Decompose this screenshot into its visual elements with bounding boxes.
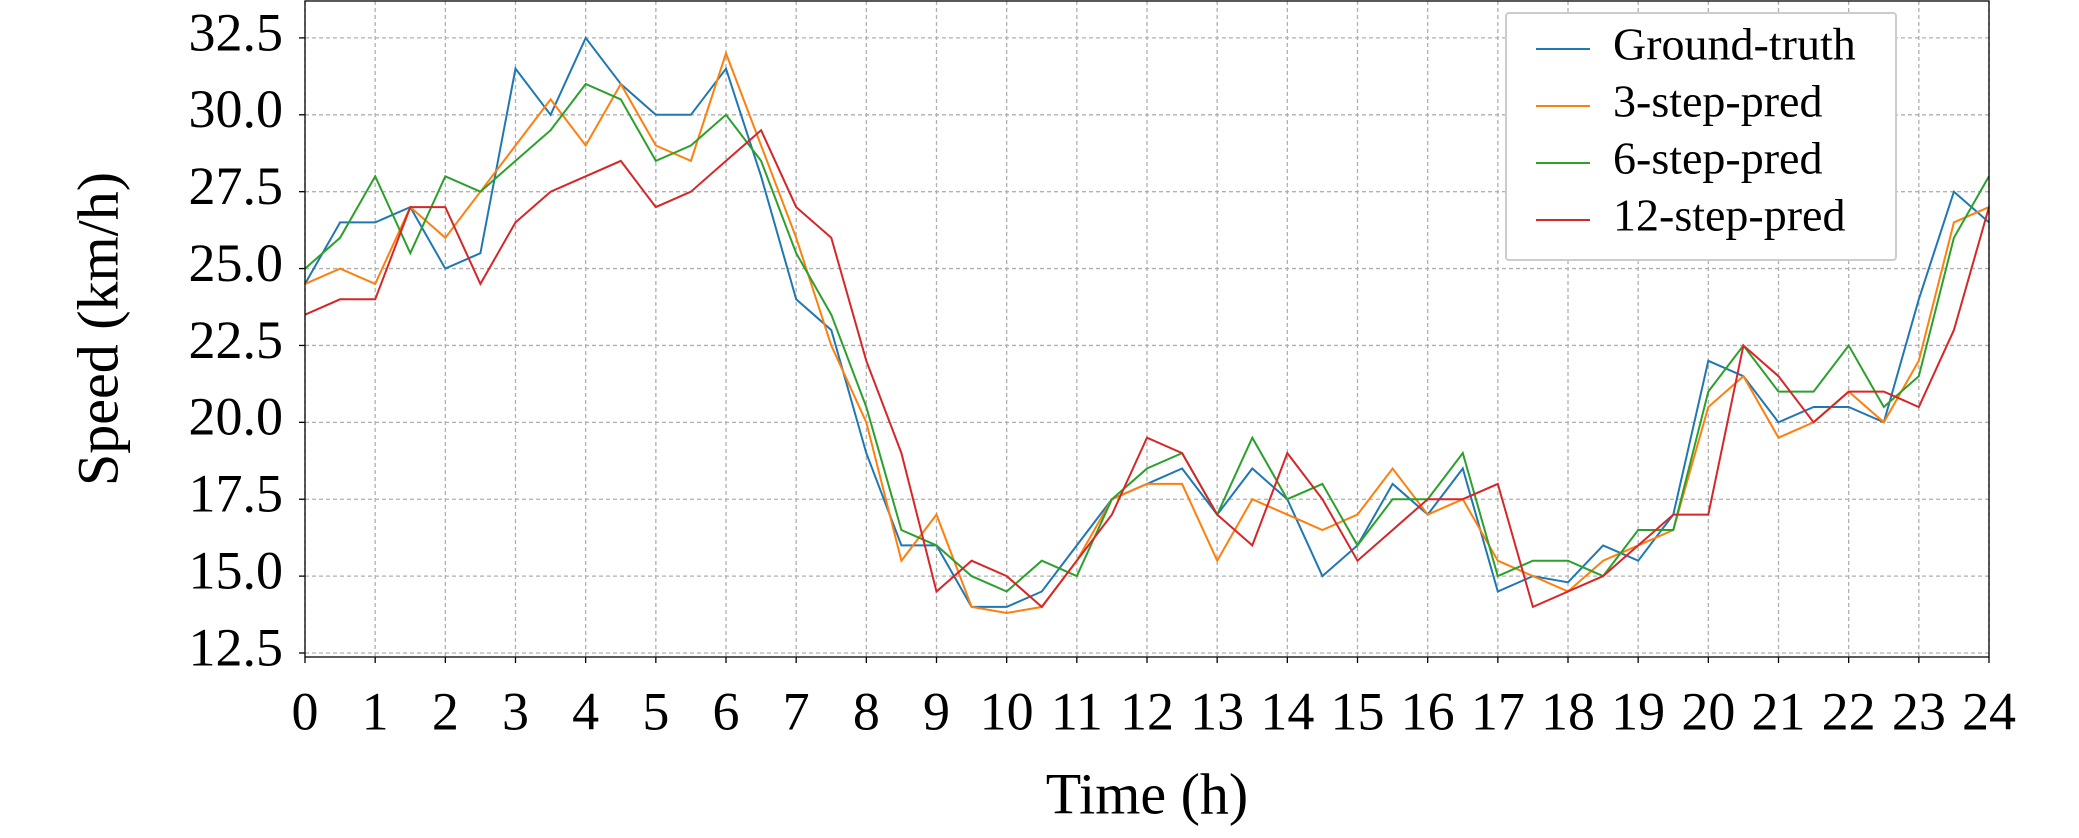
x-tick-label: 21 (1752, 681, 1806, 741)
legend-label: 12-step-pred (1613, 190, 1845, 241)
x-tick-label: 8 (853, 681, 880, 741)
x-tick-label: 10 (980, 681, 1034, 741)
x-tick-label: 15 (1331, 681, 1385, 741)
x-tick-label: 5 (642, 681, 669, 741)
y-tick-label: 22.5 (189, 310, 284, 370)
x-tick-label: 14 (1260, 681, 1314, 741)
series-line (304, 128, 1990, 609)
x-tick-label: 3 (502, 681, 529, 741)
y-tick-label: 15.0 (189, 541, 284, 601)
y-tick-label: 25.0 (189, 233, 284, 293)
x-tick-label: 13 (1190, 681, 1244, 741)
plot-frame (304, 0, 1990, 658)
y-tick-label: 20.0 (189, 387, 284, 447)
series-line (304, 82, 1990, 593)
x-tick-label: 0 (292, 681, 319, 741)
x-tick-label: 12 (1120, 681, 1174, 741)
x-tick-label: 7 (783, 681, 810, 741)
legend-label: 3-step-pred (1613, 76, 1822, 127)
y-axis-label: Speed (km/h) (65, 172, 130, 486)
x-tick-label: 6 (713, 681, 740, 741)
x-tick-label: 1 (362, 681, 389, 741)
x-tick-label: 19 (1611, 681, 1665, 741)
x-tick-label: 24 (1962, 681, 2016, 741)
y-tick-label: 12.5 (189, 617, 284, 677)
x-tick-label: 4 (572, 681, 599, 741)
x-tick-label: 11 (1051, 681, 1103, 741)
y-tick-label: 30.0 (189, 79, 284, 139)
x-tick-label: 17 (1471, 681, 1525, 741)
x-tick-label: 18 (1541, 681, 1595, 741)
x-tick-label: 23 (1892, 681, 1946, 741)
y-tick-label: 17.5 (189, 464, 284, 524)
legend-label: Ground-truth (1613, 19, 1856, 70)
y-tick-label: 32.5 (189, 2, 284, 62)
x-tick-label: 22 (1822, 681, 1876, 741)
x-tick-label: 16 (1401, 681, 1455, 741)
x-tick-label: 20 (1681, 681, 1735, 741)
x-tick-label: 9 (923, 681, 950, 741)
x-tick-label: 2 (432, 681, 459, 741)
legend-label: 6-step-pred (1613, 133, 1822, 184)
legend-box (1505, 12, 1897, 261)
x-axis-label: Time (h) (1046, 761, 1249, 826)
y-tick-label: 27.5 (189, 156, 284, 216)
series-line (304, 50, 1990, 615)
